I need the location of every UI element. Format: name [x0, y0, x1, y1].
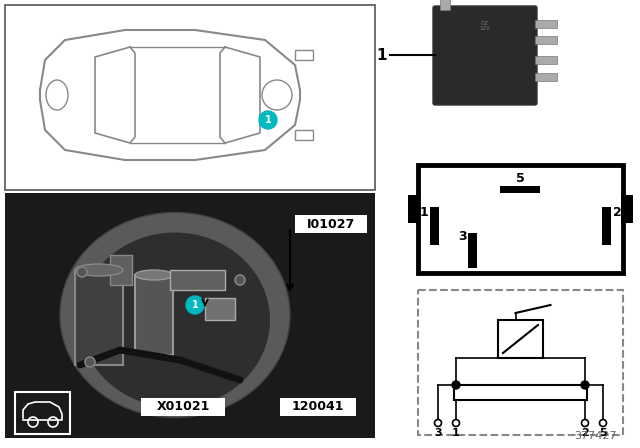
Bar	[280, 398, 356, 416]
Circle shape	[452, 381, 460, 389]
Text: X01021: X01021	[156, 401, 210, 414]
Bar	[141, 398, 225, 416]
Bar	[418, 165, 623, 273]
Circle shape	[581, 381, 589, 389]
Bar	[5, 193, 375, 438]
Bar	[135, 275, 173, 355]
Bar	[110, 255, 132, 285]
Ellipse shape	[75, 264, 123, 276]
Text: 3: 3	[458, 231, 467, 244]
Bar	[430, 207, 439, 245]
Text: 377427: 377427	[574, 431, 617, 441]
Bar	[15, 392, 70, 434]
Text: I01027: I01027	[307, 217, 355, 231]
Bar	[418, 290, 623, 435]
Circle shape	[259, 111, 277, 129]
Text: GZ
12V: GZ 12V	[479, 21, 490, 31]
Bar	[5, 5, 375, 190]
Circle shape	[85, 357, 95, 367]
Text: 1: 1	[191, 300, 198, 310]
Bar	[295, 215, 367, 233]
Bar	[454, 385, 587, 400]
Text: 5: 5	[516, 172, 524, 185]
Bar	[295, 130, 313, 140]
Text: 5: 5	[599, 428, 607, 438]
Text: 1: 1	[376, 48, 387, 63]
Bar	[408, 195, 420, 223]
Bar	[535, 73, 557, 81]
Text: 1: 1	[264, 115, 271, 125]
FancyBboxPatch shape	[433, 6, 537, 105]
Bar	[498, 320, 543, 358]
Circle shape	[186, 296, 204, 314]
Bar	[535, 20, 557, 28]
Text: 2: 2	[613, 207, 621, 220]
Text: 3: 3	[434, 428, 442, 438]
Bar	[535, 36, 557, 44]
Bar	[500, 186, 540, 193]
Circle shape	[77, 267, 87, 277]
Text: 1: 1	[452, 428, 460, 438]
Bar	[468, 233, 477, 268]
Ellipse shape	[80, 233, 270, 408]
Text: 2: 2	[581, 428, 589, 438]
Ellipse shape	[135, 270, 173, 280]
Bar	[75, 270, 123, 365]
Bar	[440, 0, 450, 10]
Circle shape	[235, 275, 245, 285]
Text: 120041: 120041	[292, 401, 344, 414]
Bar	[205, 298, 235, 320]
Bar	[170, 270, 225, 290]
Bar	[535, 56, 557, 64]
Text: 1: 1	[419, 207, 428, 220]
Ellipse shape	[60, 212, 290, 418]
Bar	[621, 195, 633, 223]
Bar	[295, 50, 313, 60]
Bar	[602, 207, 611, 245]
